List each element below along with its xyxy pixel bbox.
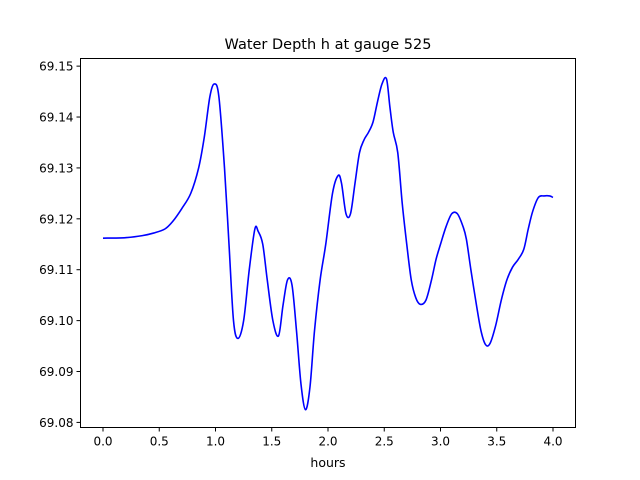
y-tick-label: 69.09 [39,365,73,379]
y-tick-label: 69.12 [39,212,73,226]
y-tick-label: 69.08 [39,416,73,430]
x-tick-label: 0.0 [93,435,112,449]
x-tick-label: 3.5 [487,435,506,449]
y-tick-label: 69.14 [39,111,73,125]
y-tick-label: 69.11 [39,263,73,277]
y-tick-label: 69.15 [39,60,73,74]
x-axis: 0.0 0.5 1.0 1.5 2.0 2.5 3.0 3.5 4.0 [93,427,563,449]
chart-title: Water Depth h at gauge 525 [225,37,432,53]
x-tick-label: 2.5 [375,435,394,449]
y-tick-label: 69.13 [39,161,73,175]
x-axis-label: hours [310,455,345,470]
y-tick-label: 69.10 [39,314,73,328]
x-tick-label: 1.5 [262,435,281,449]
x-tick-label: 3.0 [431,435,450,449]
y-axis: 69.08 69.09 69.10 69.11 69.12 69.13 69.14 69.15 [39,60,81,430]
plot-frame [80,58,576,428]
x-tick-label: 4.0 [543,435,562,449]
x-tick-label: 2.0 [318,435,337,449]
series-line-0 [102,76,554,411]
plot-area [102,76,554,411]
x-tick-label: 1.0 [206,435,225,449]
x-tick-label: 0.5 [150,435,169,449]
